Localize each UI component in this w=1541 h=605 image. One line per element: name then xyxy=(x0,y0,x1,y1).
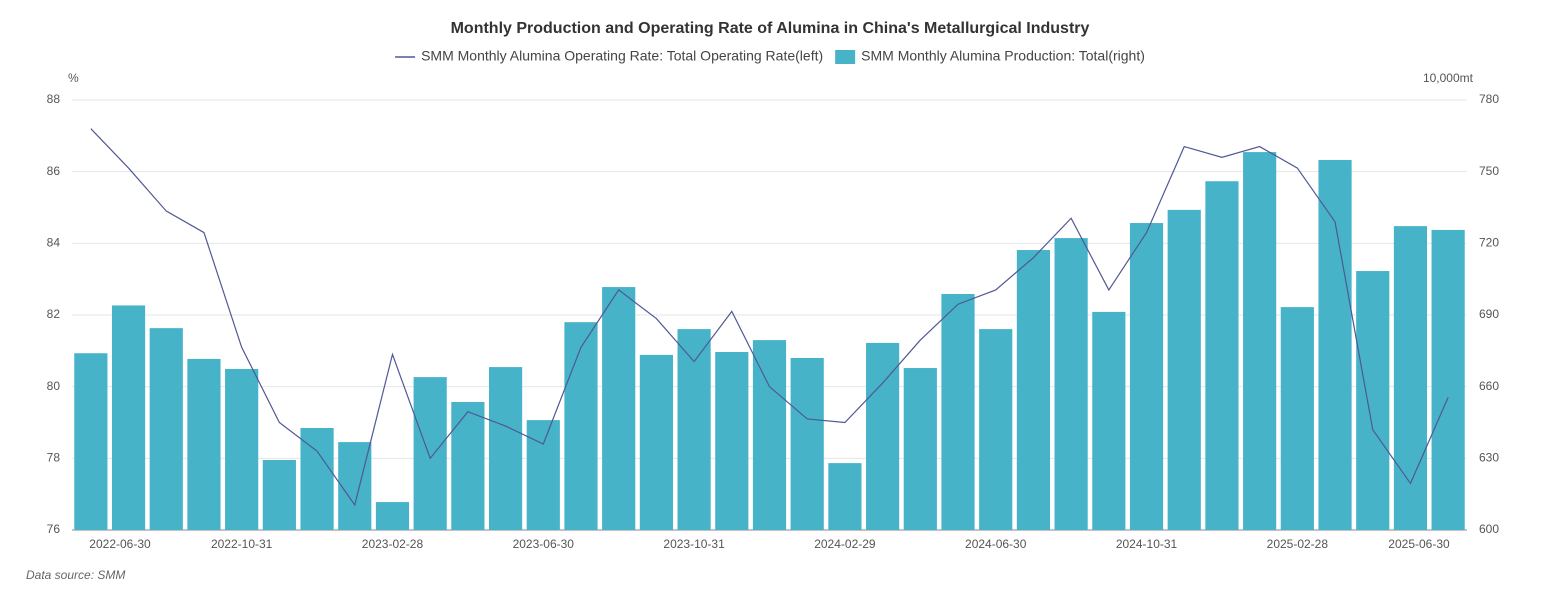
bar xyxy=(564,322,598,530)
y2-tick-label: 690 xyxy=(1479,307,1499,321)
bar xyxy=(225,368,259,530)
bar xyxy=(1280,307,1314,530)
y-tick-label: 76 xyxy=(47,522,61,536)
bar xyxy=(602,287,636,530)
y2-axis-label: 10,000mt xyxy=(1423,71,1474,85)
bar xyxy=(790,358,824,530)
y-tick-label: 82 xyxy=(47,307,61,321)
y-tick-label: 88 xyxy=(47,92,61,106)
legend-label: SMM Monthly Alumina Operating Rate: Tota… xyxy=(421,48,823,64)
bar xyxy=(979,329,1013,530)
y2-tick-label: 660 xyxy=(1479,379,1499,393)
y2-tick-label: 750 xyxy=(1479,164,1499,178)
y2-tick-label: 630 xyxy=(1479,451,1499,465)
bar xyxy=(1431,229,1465,530)
x-tick-label: 2024-02-29 xyxy=(814,537,876,551)
bar xyxy=(74,353,108,530)
x-tick-label: 2024-06-30 xyxy=(965,537,1027,551)
y-axis-label: % xyxy=(68,71,79,85)
bar xyxy=(639,354,673,530)
bar xyxy=(526,420,560,530)
bar xyxy=(903,368,937,530)
bar xyxy=(715,352,749,530)
bar xyxy=(338,442,372,530)
bar xyxy=(1167,209,1201,530)
y2-tick-label: 720 xyxy=(1479,236,1499,250)
bar xyxy=(488,367,523,530)
x-tick-label: 2023-02-28 xyxy=(362,537,424,551)
x-tick-label: 2022-10-31 xyxy=(211,537,273,551)
bar xyxy=(187,358,221,530)
bar xyxy=(828,463,862,530)
x-tick-label: 2025-06-30 xyxy=(1388,537,1450,551)
y-tick-label: 84 xyxy=(47,236,61,250)
y2-tick-label: 600 xyxy=(1479,522,1499,536)
bar xyxy=(677,329,711,530)
chart-title: Monthly Production and Operating Rate of… xyxy=(451,20,1090,37)
bar xyxy=(1393,226,1428,530)
source: Data source: SMM xyxy=(26,568,125,582)
x-tick-label: 2025-02-28 xyxy=(1267,537,1329,551)
bar xyxy=(1054,238,1088,531)
y-tick-label: 78 xyxy=(47,451,61,465)
bar xyxy=(300,427,334,530)
x-tick-label: 2022-06-30 xyxy=(89,537,151,551)
legend-swatch xyxy=(835,50,856,64)
bar xyxy=(375,502,410,530)
bar xyxy=(149,328,183,530)
bar xyxy=(866,342,900,530)
bar xyxy=(111,305,146,530)
bar xyxy=(413,377,447,530)
bar xyxy=(1243,152,1277,531)
bar xyxy=(1092,311,1126,530)
bar xyxy=(1016,250,1051,530)
bar xyxy=(1129,223,1164,530)
bar xyxy=(262,460,296,530)
bar xyxy=(752,340,787,530)
bar xyxy=(1356,271,1390,530)
y-tick-label: 80 xyxy=(47,379,61,393)
x-tick-label: 2024-10-31 xyxy=(1116,537,1178,551)
y-tick-label: 86 xyxy=(47,164,61,178)
bar xyxy=(1205,181,1239,530)
bar xyxy=(451,401,485,530)
legend-label: SMM Monthly Alumina Production: Total(ri… xyxy=(861,48,1145,64)
bar xyxy=(1318,159,1352,530)
line xyxy=(90,128,1449,507)
bar xyxy=(941,293,975,530)
x-tick-label: 2023-06-30 xyxy=(513,537,575,551)
x-tick-label: 2023-10-31 xyxy=(663,537,725,551)
y2-tick-label: 780 xyxy=(1479,92,1499,106)
